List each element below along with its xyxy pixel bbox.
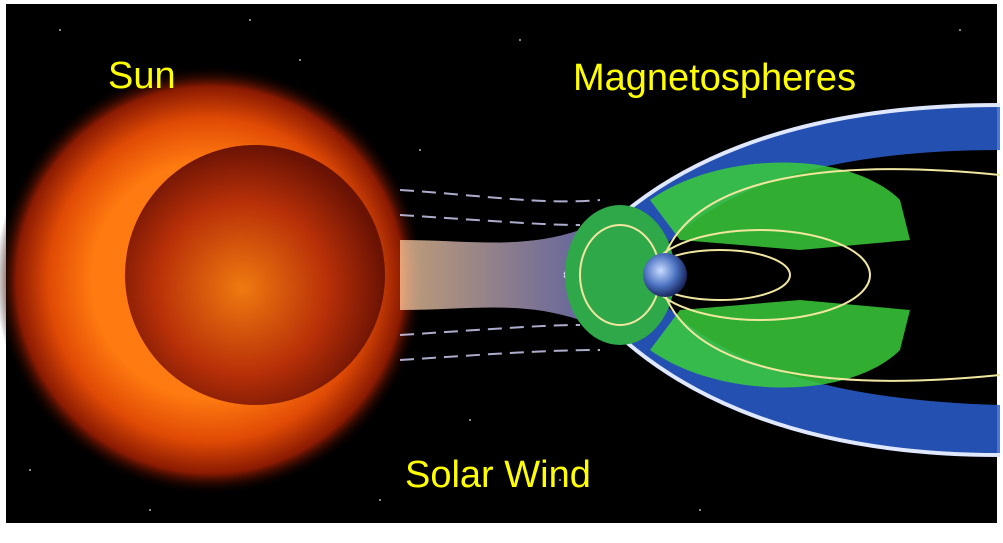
- sun-label: Sun: [108, 55, 176, 97]
- magnetospheres-label: Magnetospheres: [573, 57, 856, 99]
- solar-wind-label: Solar Wind: [405, 454, 591, 496]
- earth: [643, 253, 687, 297]
- illustration: Sun Magnetospheres Solar Wind: [0, 0, 1003, 543]
- solar-wind-stream: [400, 230, 580, 320]
- page: Sun Magnetospheres Solar Wind (() => { c…: [0, 0, 1003, 543]
- sun-disk: [125, 145, 385, 405]
